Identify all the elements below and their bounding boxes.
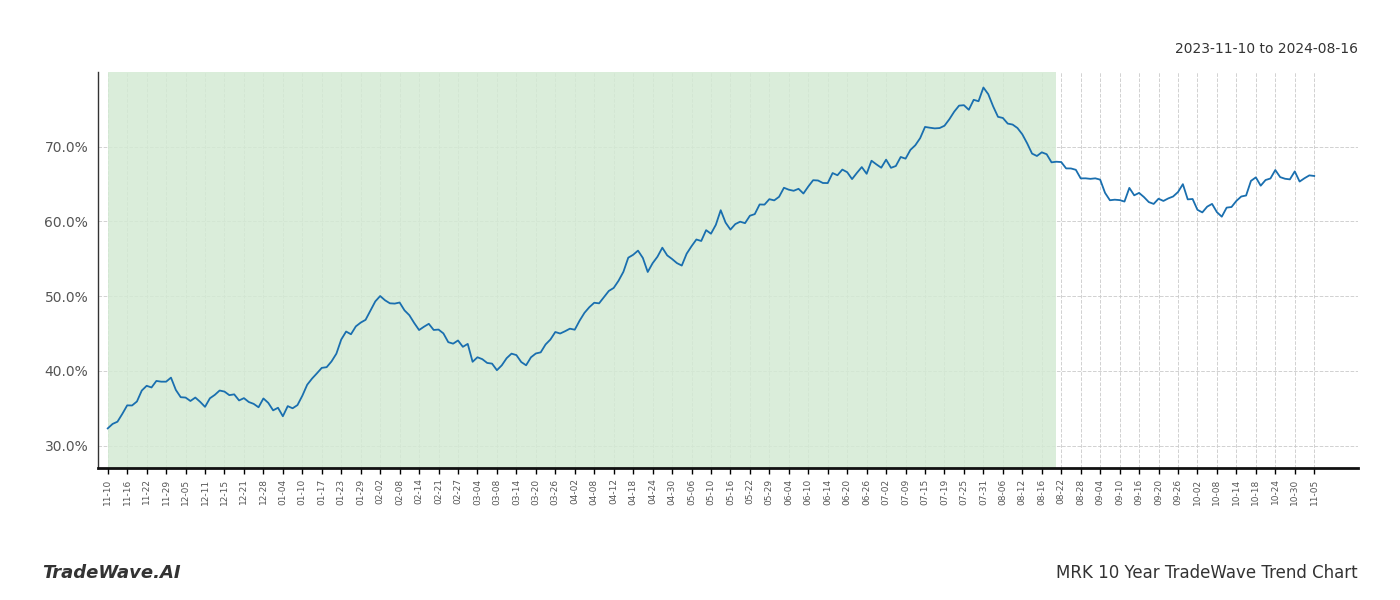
Text: TradeWave.AI: TradeWave.AI [42,564,181,582]
Bar [108,72,1057,468]
Text: MRK 10 Year TradeWave Trend Chart: MRK 10 Year TradeWave Trend Chart [1057,564,1358,582]
Text: 2023-11-10 to 2024-08-16: 2023-11-10 to 2024-08-16 [1175,42,1358,56]
